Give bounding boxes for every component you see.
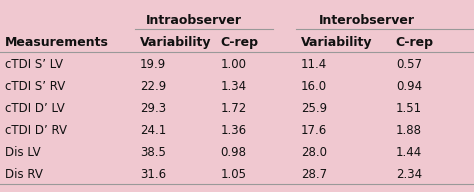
Text: Variability: Variability: [301, 36, 373, 49]
Text: 1.05: 1.05: [220, 168, 246, 181]
Text: 28.0: 28.0: [301, 146, 327, 159]
Text: 1.00: 1.00: [220, 58, 246, 71]
Text: 1.51: 1.51: [396, 102, 422, 115]
Text: 11.4: 11.4: [301, 58, 327, 71]
Text: 16.0: 16.0: [301, 80, 327, 93]
Text: Dis LV: Dis LV: [5, 146, 40, 159]
Text: C-rep: C-rep: [220, 36, 258, 49]
Text: Interobserver: Interobserver: [319, 14, 415, 27]
Text: 0.98: 0.98: [220, 146, 246, 159]
Text: cTDI S’ LV: cTDI S’ LV: [5, 58, 63, 71]
Text: cTDI S’ RV: cTDI S’ RV: [5, 80, 65, 93]
Text: 0.94: 0.94: [396, 80, 422, 93]
Text: Intraobserver: Intraobserver: [146, 14, 242, 27]
Text: 28.7: 28.7: [301, 168, 327, 181]
Text: 24.1: 24.1: [140, 124, 166, 137]
Text: 22.9: 22.9: [140, 80, 166, 93]
Text: Dis RV: Dis RV: [5, 168, 43, 181]
Text: 1.34: 1.34: [220, 80, 246, 93]
Text: 31.6: 31.6: [140, 168, 166, 181]
Text: 0.57: 0.57: [396, 58, 422, 71]
Text: cTDI D’ RV: cTDI D’ RV: [5, 124, 67, 137]
Text: Measurements: Measurements: [5, 36, 109, 49]
Text: 1.44: 1.44: [396, 146, 422, 159]
Text: cTDI D’ LV: cTDI D’ LV: [5, 102, 64, 115]
Text: 1.88: 1.88: [396, 124, 422, 137]
Text: 1.72: 1.72: [220, 102, 246, 115]
Text: C-rep: C-rep: [396, 36, 434, 49]
Text: 19.9: 19.9: [140, 58, 166, 71]
Text: 1.36: 1.36: [220, 124, 246, 137]
Text: 29.3: 29.3: [140, 102, 166, 115]
Text: 2.34: 2.34: [396, 168, 422, 181]
Text: 17.6: 17.6: [301, 124, 327, 137]
Text: 38.5: 38.5: [140, 146, 166, 159]
Text: Variability: Variability: [140, 36, 211, 49]
Text: 25.9: 25.9: [301, 102, 327, 115]
